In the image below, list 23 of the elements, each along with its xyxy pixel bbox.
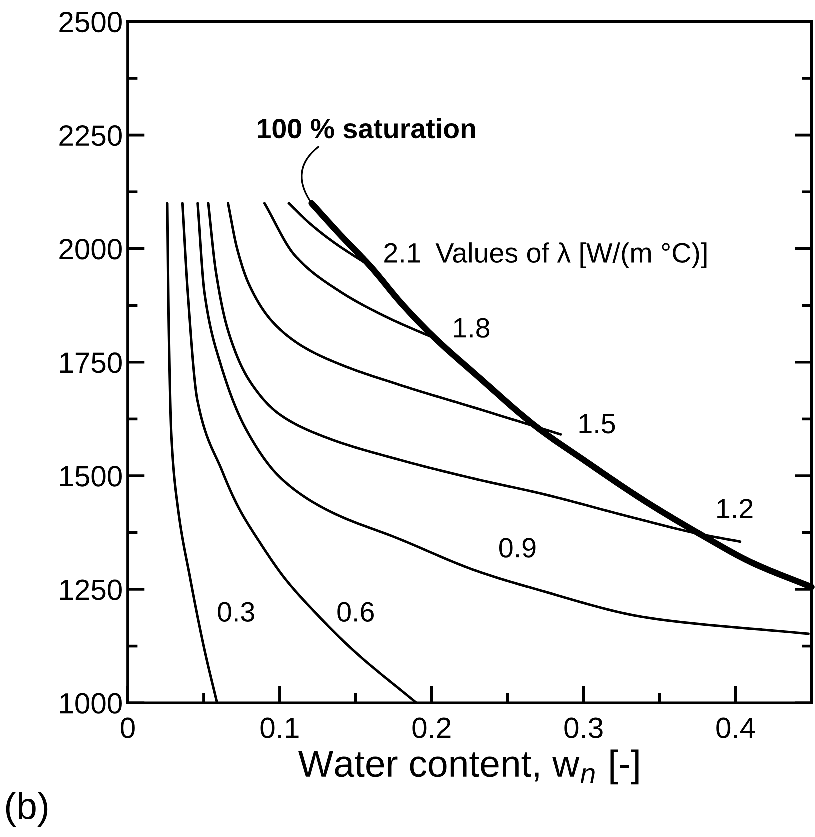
x-tick-label: 0.4	[716, 718, 756, 738]
series-label: 2.1	[384, 243, 420, 263]
text: (b)	[6, 792, 48, 827]
x-tick-label: 0	[120, 718, 135, 738]
series-label: 0.9	[499, 538, 536, 558]
series-label: 0.6	[338, 602, 374, 622]
text: 100 % saturation	[258, 118, 476, 139]
x-tick-label: 0.3	[564, 718, 603, 738]
x-tick-label: 0.2	[412, 718, 451, 738]
y-tick-label: 1000	[60, 693, 122, 714]
series-label: 1.2	[718, 499, 753, 518]
y-tick-label: 2000	[60, 239, 122, 260]
x-axis-title: Water content, w$_{n}$ [-]	[298, 750, 639, 785]
y-tick-label: 1750	[60, 352, 122, 374]
series-label: 1.5	[580, 414, 616, 434]
series-label: 1.8	[454, 318, 490, 338]
x-tick-label: 0.1	[260, 718, 299, 738]
annotation: Values of λ [W/(m °C)]	[436, 242, 707, 268]
series-label: 0.3	[218, 602, 254, 622]
y-tick-label: 2500	[60, 12, 122, 33]
y-tick-label: 2250	[60, 126, 122, 146]
y-tick-label: 1250	[60, 580, 122, 600]
y-tick-label: 1500	[60, 466, 122, 487]
